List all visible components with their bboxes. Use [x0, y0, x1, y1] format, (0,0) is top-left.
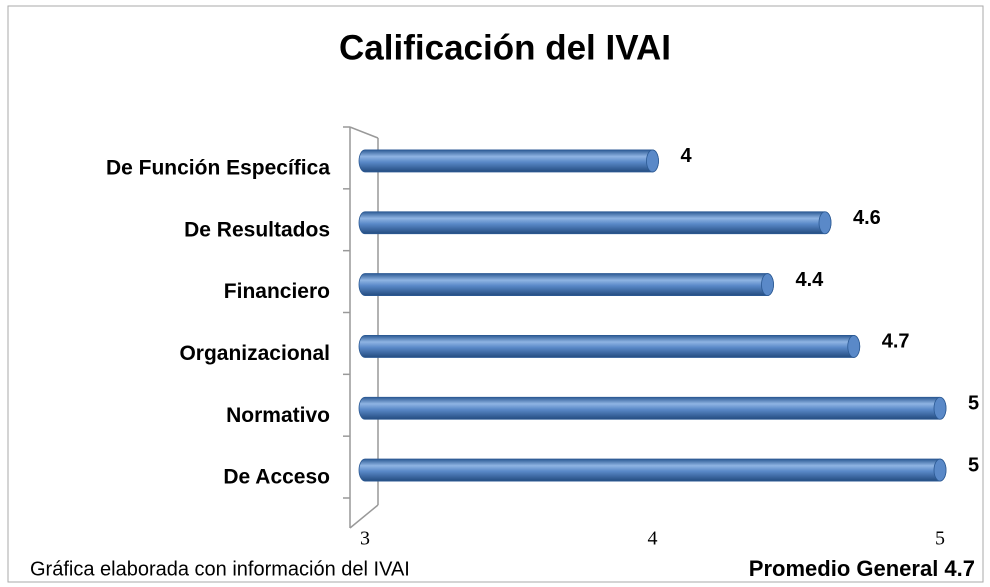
chart-title: Calificación del IVAI	[339, 28, 671, 67]
x-tick-label: 5	[935, 528, 945, 550]
y-tick-label: Organizacional	[179, 342, 330, 365]
y-tick-label: De Acceso	[223, 466, 330, 489]
bar-cap	[933, 396, 947, 420]
data-label: 4	[681, 145, 693, 167]
bar-cap	[646, 149, 659, 173]
bar	[358, 335, 861, 358]
bar	[358, 396, 947, 420]
bar	[358, 458, 947, 482]
axis-wall	[349, 126, 379, 529]
bar	[358, 149, 659, 173]
bar-cap	[933, 458, 947, 482]
bar	[358, 273, 774, 296]
y-tick-label: De Resultados	[184, 218, 330, 241]
bar-cap	[847, 335, 861, 358]
source-note: Gráfica elaborada con información del IV…	[30, 558, 410, 580]
chart-frame	[7, 5, 984, 583]
data-label: 5	[968, 454, 979, 476]
x-tick-label: 4	[648, 528, 658, 550]
bar-cap	[761, 273, 774, 296]
data-label: 4.4	[796, 269, 825, 291]
bar-cap	[818, 211, 832, 235]
bar	[358, 211, 832, 235]
y-tick-label: De Función Específica	[106, 156, 330, 179]
data-label: 4.7	[882, 331, 910, 353]
y-tick-label: Normativo	[226, 404, 330, 427]
data-label: 4.6	[853, 207, 881, 229]
data-label: 5	[968, 393, 979, 415]
y-tick-label: Financiero	[224, 280, 330, 303]
average-note: Promedio General 4.7	[749, 556, 975, 581]
x-tick-label: 3	[360, 528, 370, 550]
